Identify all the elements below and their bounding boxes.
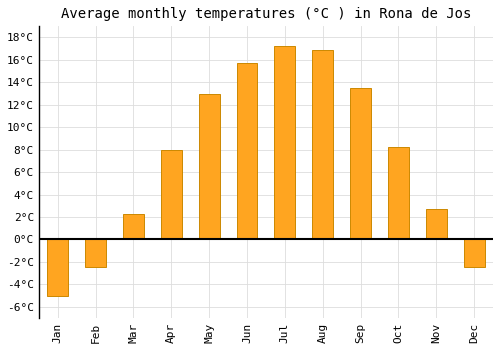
Bar — [85, 239, 106, 267]
Bar — [350, 88, 371, 239]
Bar — [274, 47, 295, 239]
Bar — [123, 214, 144, 239]
Bar — [464, 239, 484, 267]
Bar — [388, 147, 409, 239]
Bar — [312, 50, 333, 239]
Bar — [161, 150, 182, 239]
Title: Average monthly temperatures (°C ) in Rona de Jos: Average monthly temperatures (°C ) in Ro… — [60, 7, 471, 21]
Bar — [48, 239, 68, 295]
Bar — [236, 63, 258, 239]
Bar — [198, 93, 220, 239]
Bar — [426, 209, 446, 239]
